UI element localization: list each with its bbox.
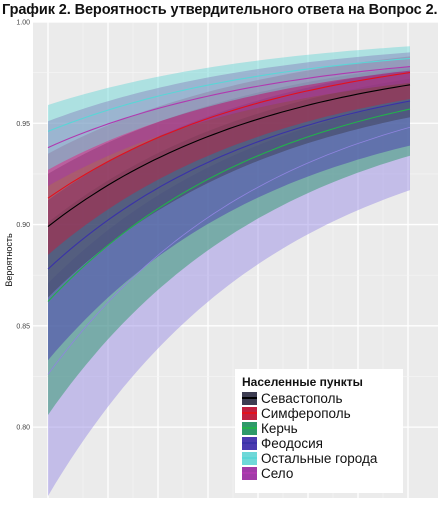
series-line-5: [47, 66, 411, 149]
chart-title: График 2. Вероятность утвердительного от…: [2, 2, 438, 18]
series-line-3: [47, 100, 411, 270]
legend-swatch-line: [242, 472, 257, 474]
legend-label: Севастополь: [261, 391, 343, 406]
legend-label: Остальные города: [261, 451, 378, 466]
legend-swatch-line: [242, 427, 257, 429]
y-axis-title: Вероятность: [4, 233, 14, 287]
legend-swatch-line: [242, 442, 257, 444]
legend-label: Феодосия: [261, 436, 323, 451]
legend-item-village: Село: [242, 466, 397, 481]
legend-item-sevastopol: Севастополь: [242, 391, 397, 406]
legend-swatch: [242, 437, 257, 450]
confidence-band-1: [48, 56, 410, 255]
series-line-1: [47, 72, 411, 199]
series-line-4: [47, 57, 411, 132]
y-tick-label: 0.80: [16, 425, 30, 432]
legend-title: Населенные пункты: [242, 375, 363, 389]
y-tick-label: 0.95: [16, 121, 30, 128]
legend-item-other-cities: Остальные города: [242, 451, 397, 466]
legend-swatch-line: [242, 412, 257, 414]
y-tick-label: 1.00: [16, 20, 30, 27]
series-line-2: [47, 108, 411, 302]
legend-swatch-line: [242, 397, 257, 399]
y-tick-label: 0.85: [16, 323, 30, 330]
legend-item-kerch: Керчь: [242, 421, 397, 436]
legend-item-feodosia: Феодосия: [242, 436, 397, 451]
legend-swatch: [242, 467, 257, 480]
legend: Населенные пункты Севастополь Симферопол…: [235, 369, 403, 493]
series-line-6: [47, 126, 411, 375]
legend-label: Керчь: [261, 421, 298, 436]
legend-swatch: [242, 407, 257, 420]
confidence-band-3: [48, 68, 410, 361]
legend-swatch: [242, 392, 257, 405]
legend-swatch: [242, 452, 257, 465]
legend-swatch: [242, 422, 257, 435]
series-line-0: [47, 84, 411, 228]
confidence-band-4: [48, 46, 410, 170]
confidence-band-5: [48, 52, 410, 187]
legend-label: Село: [261, 466, 294, 481]
legend-label: Симферополь: [261, 406, 351, 421]
confidence-band-0: [48, 66, 410, 298]
confidence-band-6: [48, 101, 410, 496]
legend-swatch-line: [242, 457, 257, 459]
y-tick-label: 0.90: [16, 222, 30, 229]
legend-item-simferopol: Симферополь: [242, 406, 397, 421]
